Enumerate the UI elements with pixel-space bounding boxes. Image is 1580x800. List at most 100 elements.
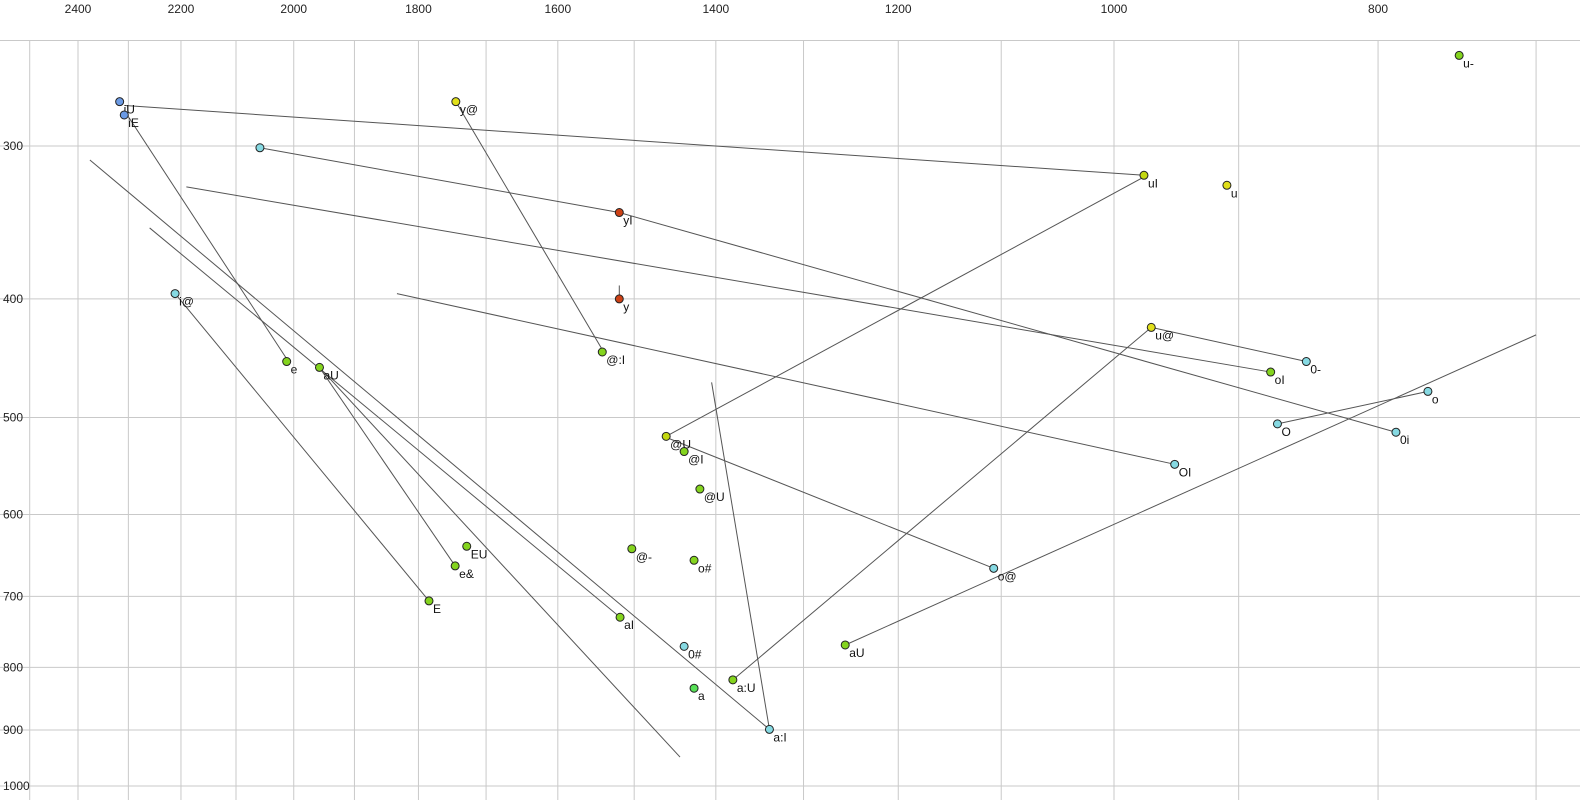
y-axis-tick-label: 600 <box>3 507 23 521</box>
data-point[interactable] <box>115 97 125 107</box>
x-axis-tick-label: 1600 <box>544 2 571 16</box>
data-point[interactable] <box>1146 322 1156 332</box>
trajectory-line <box>1277 390 1429 425</box>
data-point[interactable] <box>728 675 738 685</box>
y-axis-tick-label: 900 <box>3 723 23 737</box>
data-point[interactable] <box>1301 357 1311 367</box>
data-point[interactable] <box>119 110 129 120</box>
data-point-label: OI <box>1179 465 1192 479</box>
y-axis-tick-label: 700 <box>3 589 23 603</box>
data-point[interactable] <box>840 640 850 650</box>
trajectory-line <box>319 367 456 567</box>
data-point-label: yI <box>623 214 632 228</box>
data-point[interactable] <box>1170 459 1180 469</box>
data-point-label: y@ <box>460 103 478 117</box>
trajectory-line <box>186 186 1271 373</box>
data-point-label: o@ <box>998 569 1017 583</box>
data-point[interactable] <box>679 447 689 457</box>
data-point[interactable] <box>764 724 774 734</box>
data-point-label: u@ <box>1155 328 1174 342</box>
data-point-label: o <box>1432 392 1439 406</box>
data-point[interactable] <box>689 555 699 565</box>
trajectory-line <box>619 212 1397 433</box>
data-point-label: aI <box>624 618 634 632</box>
data-point-label: y <box>623 300 629 314</box>
data-point-label: @I <box>688 453 704 467</box>
data-point[interactable] <box>1139 170 1149 180</box>
data-point[interactable] <box>1272 419 1282 429</box>
x-axis-tick-label: 1200 <box>885 2 912 16</box>
y-axis-tick-label: 400 <box>3 292 23 306</box>
data-point[interactable] <box>1266 367 1276 377</box>
data-point[interactable] <box>614 208 624 218</box>
trajectory-line <box>845 334 1537 646</box>
data-point[interactable] <box>450 561 460 571</box>
data-point[interactable] <box>614 294 624 304</box>
data-point-label: e& <box>459 567 474 581</box>
data-point[interactable] <box>689 683 699 693</box>
trajectory-line <box>149 227 621 618</box>
data-point-label: a:U <box>737 681 756 695</box>
data-point-label: a:I <box>773 730 786 744</box>
trajectory-line <box>396 293 1175 465</box>
data-point[interactable] <box>462 541 472 551</box>
data-point[interactable] <box>615 612 625 622</box>
x-axis-tick-label: 2000 <box>280 2 307 16</box>
data-point[interactable] <box>314 362 324 372</box>
data-point-label: E <box>433 602 441 616</box>
data-point-label: uI <box>1148 176 1158 190</box>
data-point[interactable] <box>661 431 671 441</box>
data-point-label: EU <box>471 547 488 561</box>
data-point-label: iE <box>128 116 139 130</box>
data-point-label: @- <box>636 550 652 564</box>
x-axis-tick-label: 2200 <box>168 2 195 16</box>
data-point-label: o# <box>698 561 712 575</box>
data-point[interactable] <box>424 596 434 606</box>
data-point[interactable] <box>695 484 705 494</box>
data-point[interactable] <box>1391 427 1401 437</box>
x-axis-tick-label: 2400 <box>65 2 92 16</box>
data-point[interactable] <box>1222 180 1232 190</box>
data-point-label: aU <box>323 368 338 382</box>
data-point[interactable] <box>255 143 265 153</box>
trajectory-line <box>665 176 1145 437</box>
data-point[interactable] <box>451 97 461 107</box>
data-point-label: @U <box>704 490 725 504</box>
data-point-label: 0- <box>1310 363 1321 377</box>
trajectory-line <box>89 159 770 730</box>
trajectory-line <box>259 147 620 214</box>
x-axis-tick-label: 1000 <box>1101 2 1128 16</box>
x-axis-tick-label: 1400 <box>702 2 729 16</box>
data-point[interactable] <box>597 347 607 357</box>
data-point-label: u- <box>1463 56 1474 70</box>
x-axis-tick-label: 1800 <box>405 2 432 16</box>
data-point[interactable] <box>1423 386 1433 396</box>
x-axis-tick-label: 800 <box>1368 2 1388 16</box>
data-point[interactable] <box>282 357 292 367</box>
trajectory-line <box>1151 326 1307 363</box>
trajectory-line <box>665 436 994 569</box>
data-point-label: iU <box>124 103 135 117</box>
data-point[interactable] <box>989 563 999 573</box>
data-point[interactable] <box>1454 50 1464 60</box>
data-point-label: e <box>291 363 298 377</box>
data-point-label: O <box>1281 425 1290 439</box>
data-point[interactable] <box>170 289 180 299</box>
data-point-label: 0# <box>688 647 702 661</box>
y-axis-tick-label: 800 <box>3 660 23 674</box>
data-point-label: i@ <box>179 295 194 309</box>
trajectory-line <box>711 382 770 730</box>
trajectory-line <box>124 105 1144 176</box>
trajectory-line <box>319 367 681 758</box>
data-point-label: u <box>1231 186 1238 200</box>
data-point-label: 0i <box>1400 433 1409 447</box>
data-point-label: a <box>698 689 705 703</box>
data-point[interactable] <box>679 641 689 651</box>
y-axis-tick-label: 300 <box>3 139 23 153</box>
data-point[interactable] <box>627 544 637 554</box>
trajectory-line <box>732 327 1152 681</box>
y-axis-tick-label: 1000 <box>3 779 30 793</box>
data-point-label: @:I <box>606 353 625 367</box>
